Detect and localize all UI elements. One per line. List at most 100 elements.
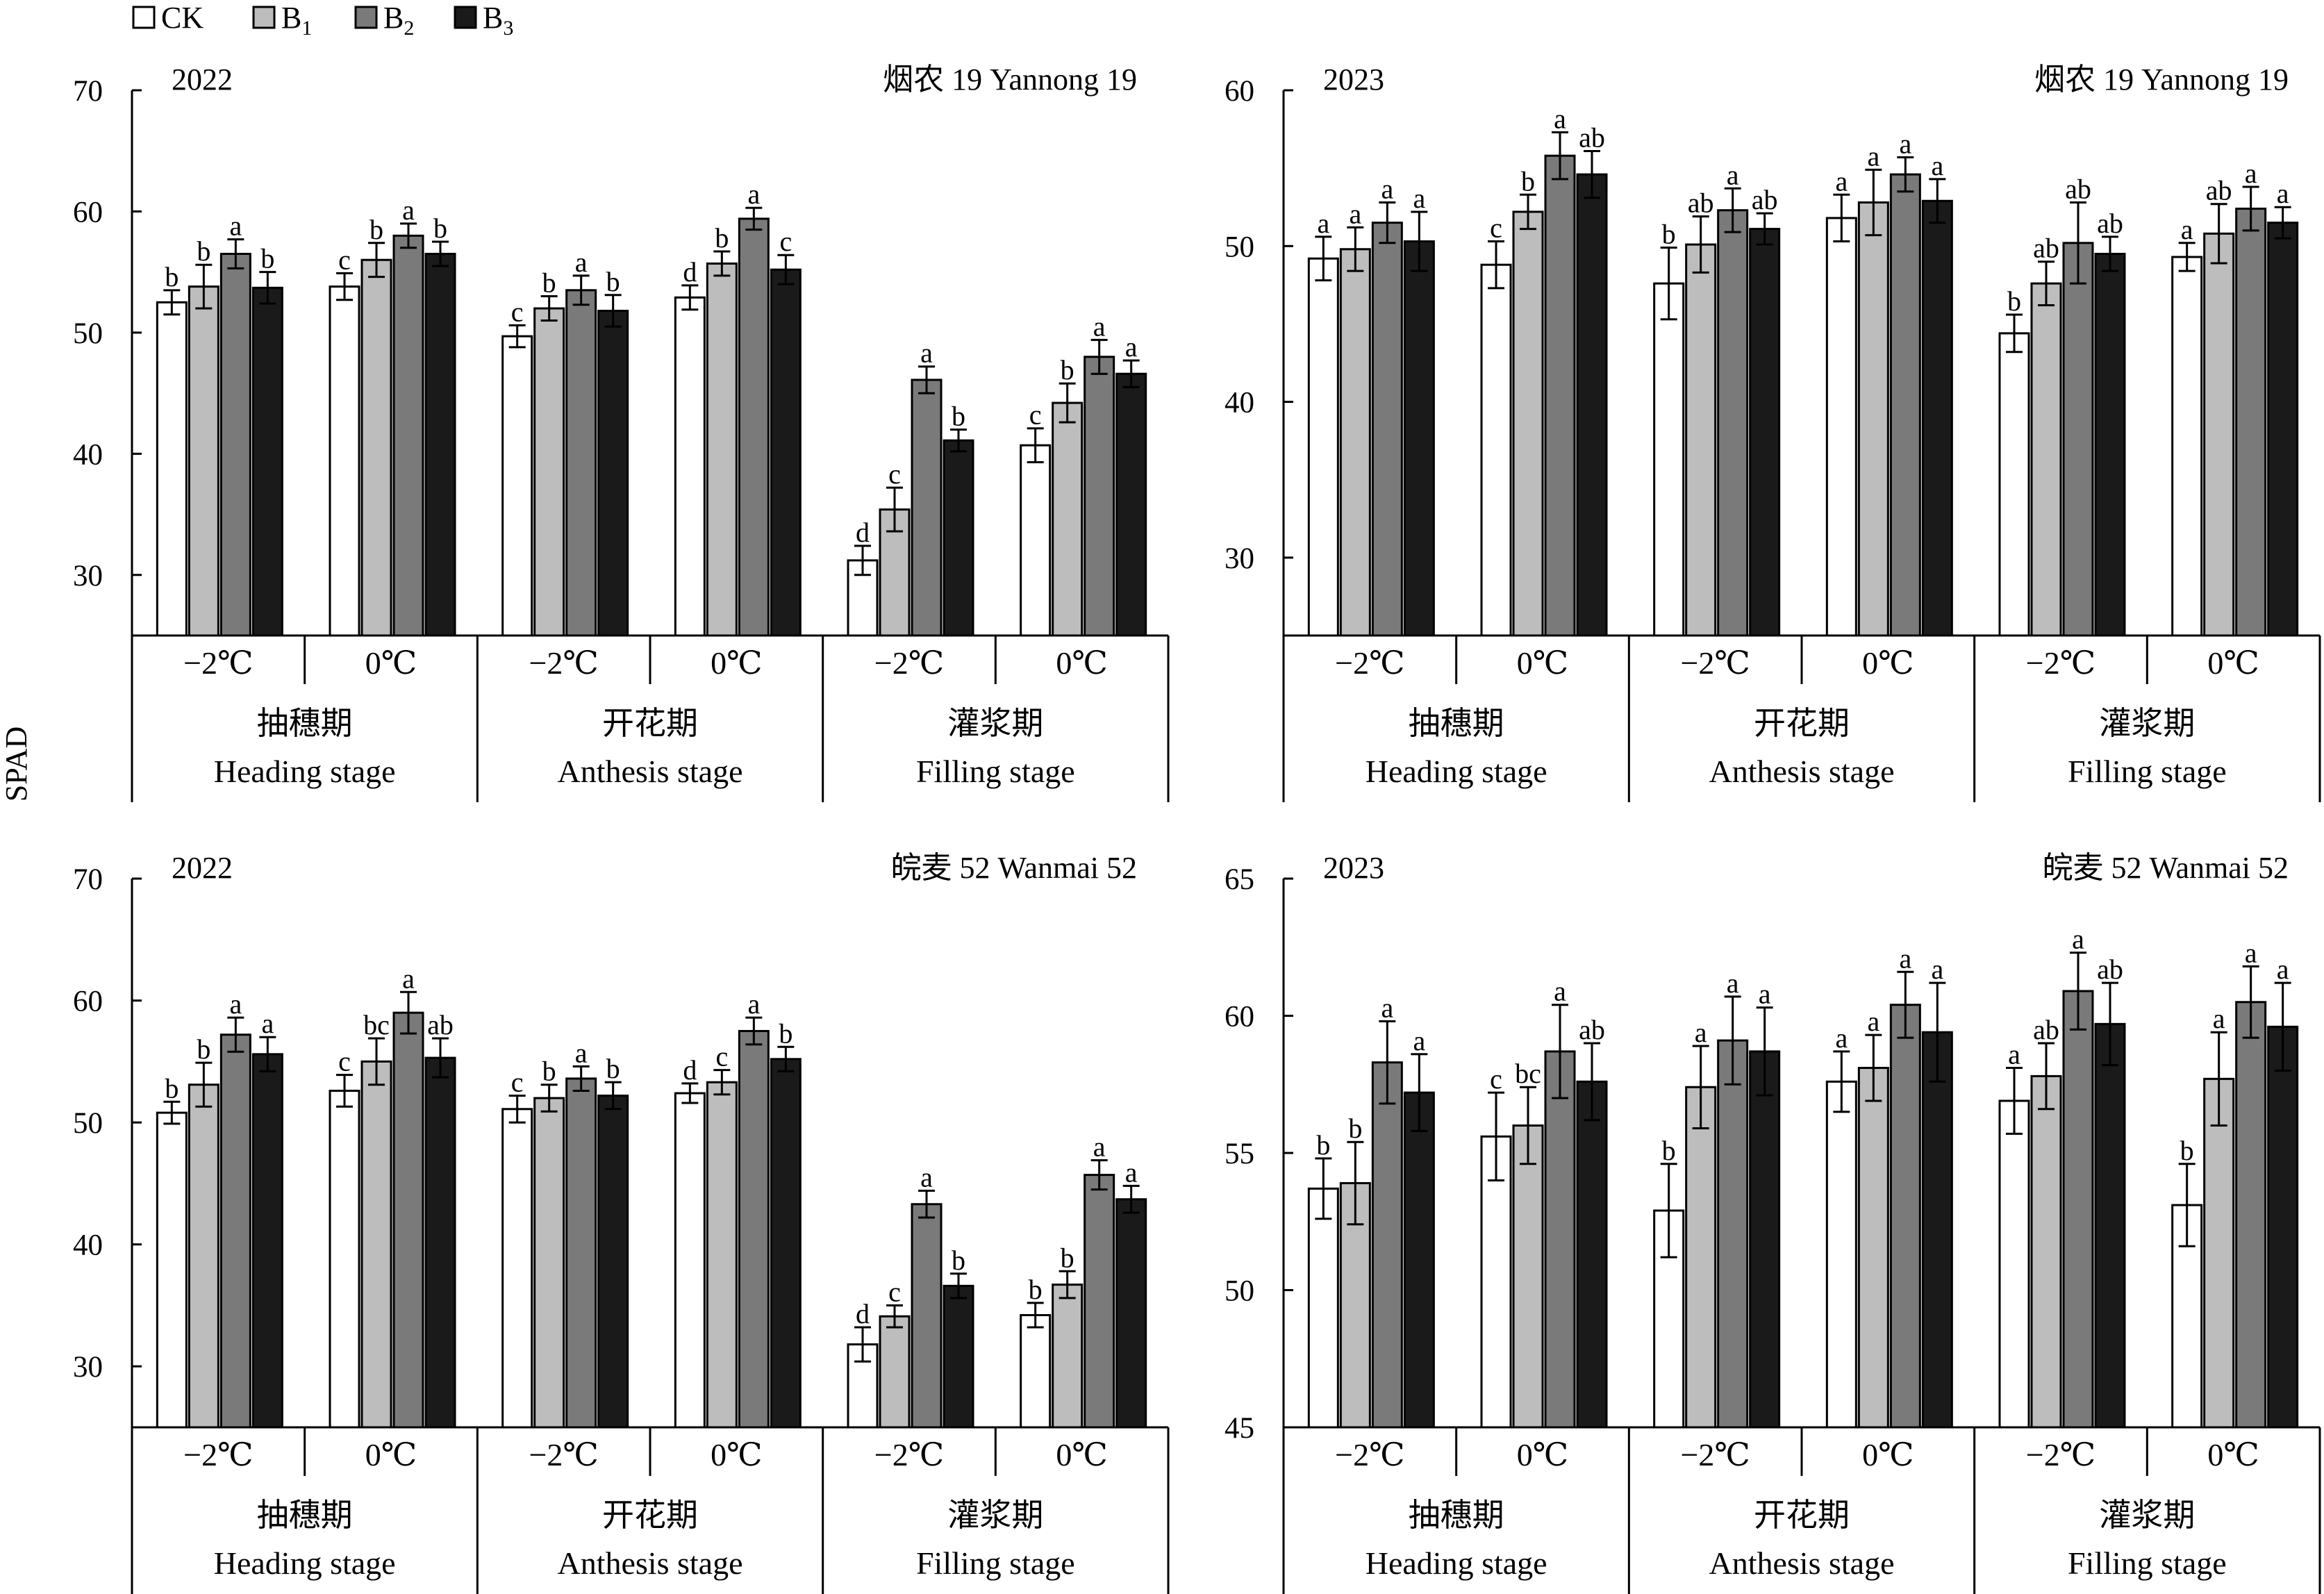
significance-letter: ab: [1688, 188, 1714, 219]
panel-year: 2023: [1323, 851, 1384, 885]
significance-letter: c: [338, 1046, 351, 1077]
bar-ck: [501, 335, 533, 637]
bar-b2: [565, 289, 597, 637]
significance-letter: b: [197, 1033, 210, 1065]
bar-b2: [1371, 1061, 1403, 1429]
bar-b3: [1921, 199, 1953, 637]
bar-b2: [2235, 207, 2267, 637]
bar-b3: [1403, 1091, 1435, 1429]
significance-letter: a: [1867, 1006, 1879, 1037]
bar-b1: [2030, 282, 2062, 637]
bar-b1: [188, 285, 219, 637]
bar-ck: [1307, 257, 1339, 637]
bar-ck: [1825, 1080, 1857, 1429]
bar-b1: [2203, 1077, 2235, 1429]
significance-letter: a: [1835, 1022, 1848, 1054]
bar-b3: [424, 253, 456, 637]
significance-letter: a: [1125, 331, 1138, 363]
significance-letter: b: [606, 266, 620, 297]
significance-letter: ab: [1752, 184, 1778, 215]
panel-year: 2022: [172, 851, 233, 885]
bar-ck: [156, 301, 188, 637]
bar-b2: [738, 1029, 770, 1429]
panel-year: 2022: [172, 63, 233, 97]
bar-b3: [770, 268, 802, 637]
significance-letter: a: [229, 988, 242, 1020]
bar-b1: [360, 1060, 392, 1429]
panel-variety: 皖麦 52 Wanmai 52: [890, 851, 1137, 885]
significance-letter: a: [747, 988, 760, 1020]
significance-letter: c: [888, 458, 901, 490]
temp-label: 0℃: [1056, 1437, 1107, 1472]
significance-letter: b: [1316, 1129, 1330, 1161]
temp-label: 0℃: [2207, 645, 2259, 681]
legend-swatch-ck: [132, 6, 156, 29]
significance-letter: a: [402, 963, 415, 994]
significance-letter: b: [1061, 354, 1074, 385]
significance-letter: a: [2072, 924, 2084, 955]
bar-b3: [1749, 1050, 1781, 1429]
panel-1: 30 40 50 60 70 2022 烟农 19 Yannong 19 −2℃ 0℃ 抽穗期 He…: [73, 63, 1170, 802]
significance-letter: a: [1695, 1017, 1707, 1048]
significance-letter: ab: [427, 1009, 454, 1040]
y-tick-label: 60: [1225, 1001, 1254, 1033]
bar-b2: [1544, 154, 1576, 637]
bar-b3: [1115, 1198, 1147, 1429]
bar-ck: [674, 1092, 706, 1429]
significance-letter: a: [1759, 979, 1771, 1010]
significance-letter: c: [888, 1276, 901, 1307]
significance-letter: a: [2213, 1003, 2225, 1034]
stage-label-zh: 抽穗期: [1409, 706, 1504, 741]
bar-b3: [943, 1284, 974, 1429]
significance-letter: a: [575, 1037, 588, 1068]
y-tick-label: 50: [73, 317, 103, 350]
significance-letter: b: [952, 400, 965, 431]
y-tick-label: 40: [73, 438, 103, 471]
bar-b1: [1512, 210, 1544, 637]
significance-letter: b: [433, 213, 447, 244]
bar-b3: [1749, 228, 1781, 637]
bar-ck: [329, 1089, 360, 1429]
stage-label-zh: 灌浆期: [2099, 1497, 2195, 1533]
temp-label: 0℃: [711, 645, 762, 681]
bar-b2: [1084, 356, 1115, 637]
bar-b1: [2203, 232, 2235, 637]
bar-ck: [1480, 263, 1512, 637]
y-tick-label: 50: [1225, 231, 1254, 263]
bar-b3: [2267, 1025, 2299, 1429]
significance-letter: a: [1093, 310, 1106, 342]
significance-letter: d: [683, 256, 697, 288]
bar-b3: [1576, 173, 1608, 637]
legend-swatch-b2: [354, 6, 378, 29]
stage-label-en: Heading stage: [1366, 1545, 1547, 1581]
significance-letter: ab: [2033, 233, 2059, 264]
bar-b3: [1115, 372, 1147, 637]
significance-letter: a: [229, 210, 242, 242]
significance-letter: b: [197, 235, 210, 267]
bar-b2: [1717, 1039, 1749, 1429]
temp-label: 0℃: [1517, 1437, 1568, 1472]
y-tick-label: 60: [73, 196, 103, 229]
bar-b3: [251, 286, 283, 637]
panel-3: 30 40 50 60 70 2022 皖麦 52 Wanmai 52 −2℃ 0℃ 抽穗期 Hea…: [73, 851, 1170, 1594]
temp-label: −2℃: [1680, 1437, 1750, 1472]
bar-b1: [188, 1084, 219, 1429]
significance-letter: b: [1061, 1242, 1074, 1273]
significance-letter: b: [952, 1245, 965, 1276]
legend: CK B1 B2 B3: [132, 1, 513, 40]
bar-ck: [1653, 282, 1685, 637]
temp-label: 0℃: [2207, 1437, 2259, 1472]
significance-letter: a: [1093, 1131, 1106, 1163]
significance-letter: bc: [363, 1009, 390, 1040]
significance-letter: a: [1554, 103, 1566, 135]
significance-letter: c: [1490, 1063, 1502, 1095]
significance-letter: a: [402, 194, 415, 226]
significance-letter: b: [2007, 285, 2021, 317]
significance-letter: a: [1381, 173, 1393, 204]
bar-b2: [1889, 1004, 1921, 1429]
bar-ck: [2171, 256, 2203, 637]
significance-letter: d: [856, 517, 870, 548]
bar-b2: [219, 1033, 251, 1429]
y-tick-label: 50: [1225, 1275, 1254, 1308]
legend-label-b2: B2: [383, 1, 414, 40]
